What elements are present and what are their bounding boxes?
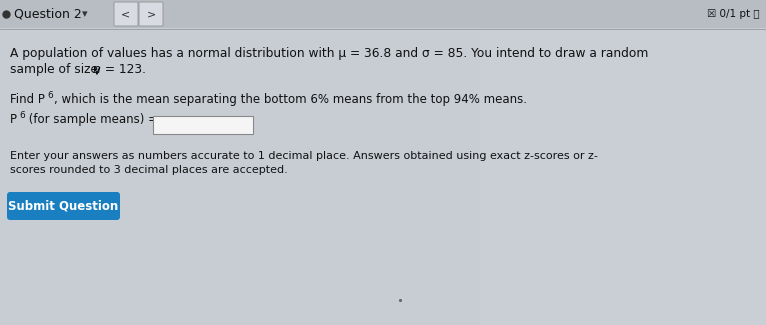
Text: n: n [93,63,101,76]
Text: 6: 6 [47,91,53,100]
Text: Enter your answers as numbers accurate to 1 decimal place. Answers obtained usin: Enter your answers as numbers accurate t… [10,151,598,161]
Text: ☒ 0/1 pt ⌛: ☒ 0/1 pt ⌛ [707,9,760,19]
Text: = 123.: = 123. [101,63,146,76]
FancyBboxPatch shape [0,29,766,325]
Text: A population of values has a normal distribution with μ = 36.8 and σ = 85. You i: A population of values has a normal dist… [10,47,648,60]
Text: sample of size: sample of size [10,63,102,76]
FancyBboxPatch shape [480,29,766,325]
Text: ▾: ▾ [82,9,87,19]
Text: 6: 6 [19,111,25,120]
Text: >: > [146,9,155,19]
Text: Submit Question: Submit Question [8,200,119,213]
Text: P: P [10,113,17,126]
FancyBboxPatch shape [114,2,138,26]
Text: Find P: Find P [10,93,45,106]
FancyBboxPatch shape [139,2,163,26]
Text: <: < [121,9,131,19]
Text: scores rounded to 3 decimal places are accepted.: scores rounded to 3 decimal places are a… [10,165,288,175]
FancyBboxPatch shape [153,116,253,134]
Text: (for sample means) =: (for sample means) = [25,113,158,126]
FancyBboxPatch shape [7,192,120,220]
Text: , which is the mean separating the bottom 6% means from the top 94% means.: , which is the mean separating the botto… [54,93,527,106]
FancyBboxPatch shape [0,0,766,28]
Text: Question 2: Question 2 [14,7,82,20]
